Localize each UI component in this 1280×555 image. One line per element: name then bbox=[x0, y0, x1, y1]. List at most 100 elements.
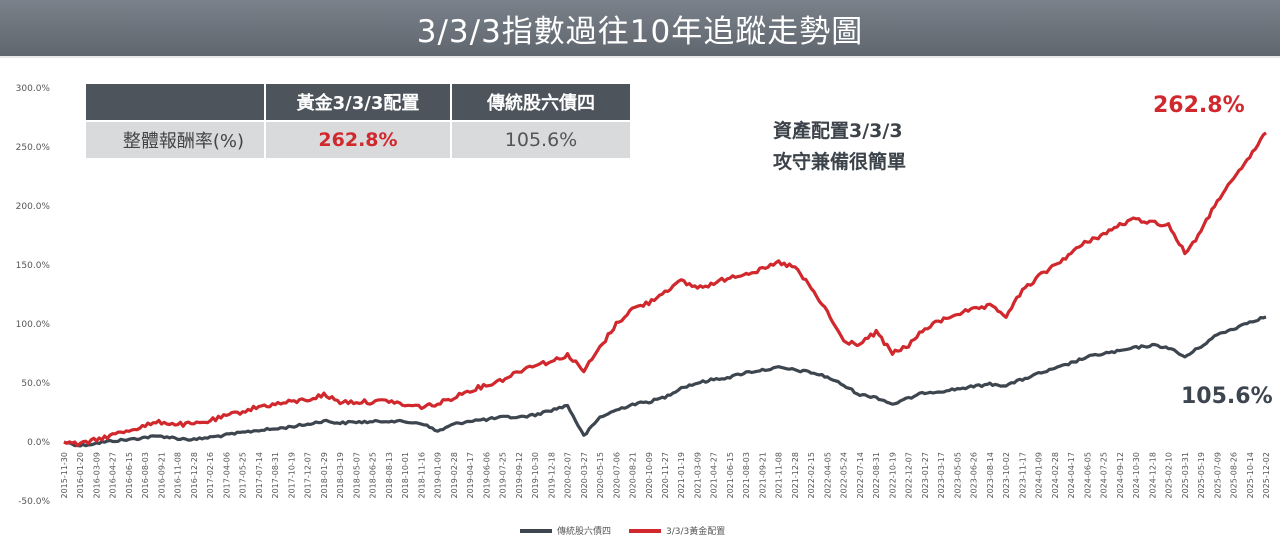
annotation-line2: 攻守兼備很簡單 bbox=[773, 151, 907, 173]
table-row: 整體報酬率(%) 262.8% 105.6% bbox=[84, 120, 632, 160]
x-tick-label: 2021-04-27 bbox=[710, 452, 719, 499]
x-tick-label: 2024-06-05 bbox=[1083, 452, 1092, 499]
x-tick-label: 2019-04-17 bbox=[466, 452, 475, 499]
x-tick-label: 2019-12-18 bbox=[547, 452, 556, 499]
end-label-trad: 105.6% bbox=[1181, 384, 1273, 409]
x-tick-label: 2017-12-07 bbox=[304, 452, 313, 499]
y-tick-label: 250.0% bbox=[16, 143, 51, 153]
legend-swatch-trad bbox=[520, 528, 552, 533]
x-tick-label: 2023-01-27 bbox=[921, 452, 930, 499]
x-tick-label: 2018-11-16 bbox=[417, 452, 426, 499]
x-tick-label: 2024-04-17 bbox=[1067, 452, 1076, 499]
x-tick-label: 2024-07-25 bbox=[1100, 452, 1109, 499]
x-tick-label: 2015-11-30 bbox=[60, 452, 69, 499]
x-tick-label: 2019-07-25 bbox=[499, 452, 508, 499]
summary-table: 黃金3/3/3配置 傳統股六債四 整體報酬率(%) 262.8% 105.6% bbox=[84, 82, 632, 160]
legend-swatch-gold bbox=[629, 528, 662, 533]
x-tick-label: 2023-05-05 bbox=[953, 452, 962, 499]
x-tick-label: 2025-02-10 bbox=[1165, 452, 1174, 499]
x-tick-label: 2023-11-17 bbox=[1018, 452, 1027, 499]
series-lines bbox=[63, 131, 1267, 448]
x-tick-label: 2022-04-05 bbox=[823, 452, 832, 499]
table-header-trad: 傳統股六債四 bbox=[450, 82, 632, 122]
x-tick-label: 2016-12-28 bbox=[190, 452, 199, 499]
x-tick-label: 2024-02-28 bbox=[1051, 452, 1060, 499]
legend-item-gold: 3/3/3黃金配置 bbox=[629, 524, 725, 537]
x-tick-label: 2022-08-31 bbox=[872, 452, 881, 499]
x-tick-label: 2021-06-15 bbox=[726, 452, 735, 499]
x-tick-label: 2023-06-26 bbox=[970, 452, 979, 499]
table-gold-value: 262.8% bbox=[264, 120, 452, 160]
x-tick-label: 2018-10-01 bbox=[401, 452, 410, 499]
x-tick-label: 2016-09-21 bbox=[157, 452, 166, 499]
end-label-gold: 262.8% bbox=[1153, 93, 1245, 118]
x-tick-label: 2018-06-25 bbox=[369, 452, 378, 499]
x-tick-label: 2022-12-07 bbox=[905, 452, 914, 499]
x-tick-label: 2025-10-14 bbox=[1246, 452, 1255, 499]
x-tick-label: 2021-09-21 bbox=[758, 452, 767, 499]
x-tick-label: 2021-11-08 bbox=[775, 452, 784, 499]
x-tick-label: 2024-12-18 bbox=[1148, 452, 1157, 499]
x-tick-label: 2017-10-19 bbox=[287, 452, 296, 499]
x-tick-label: 2019-06-06 bbox=[482, 452, 491, 499]
x-tick-label: 2016-06-15 bbox=[125, 452, 134, 499]
x-tick-label: 2017-04-06 bbox=[222, 452, 231, 499]
x-tick-label: 2023-03-17 bbox=[937, 452, 946, 499]
x-tick-label: 2018-03-19 bbox=[336, 452, 345, 499]
x-tick-label: 2019-02-28 bbox=[450, 452, 459, 499]
x-tick-label: 2018-08-13 bbox=[385, 452, 394, 499]
title-bar: 3/3/3指數過往10年追蹤走勢圖 bbox=[0, 0, 1280, 58]
x-tick-label: 2020-03-27 bbox=[580, 452, 589, 499]
x-tick-label: 2020-07-06 bbox=[612, 452, 621, 499]
x-tick-label: 2020-05-15 bbox=[596, 452, 605, 499]
x-tick-label: 2025-07-09 bbox=[1213, 452, 1222, 499]
x-tick-label: 2019-10-30 bbox=[531, 452, 540, 499]
annotation: 資產配置3/3/3 攻守兼備很簡單 bbox=[773, 116, 906, 178]
x-tick-label: 2021-08-03 bbox=[742, 452, 751, 499]
x-tick-label: 2021-01-19 bbox=[677, 452, 686, 499]
table-header-blank bbox=[84, 82, 266, 122]
table-trad-value: 105.6% bbox=[450, 120, 632, 160]
table-row-label: 整體報酬率(%) bbox=[84, 120, 266, 160]
x-tick-label: 2023-10-02 bbox=[1002, 452, 1011, 499]
x-tick-label: 2017-02-16 bbox=[206, 452, 215, 499]
x-tick-label: 2022-10-19 bbox=[888, 452, 897, 499]
x-tick-label: 2020-11-27 bbox=[661, 452, 670, 499]
x-tick-label: 2024-09-12 bbox=[1116, 452, 1125, 499]
x-tick-label: 2025-03-31 bbox=[1181, 452, 1190, 499]
legend: 傳統股六債四 3/3/3黃金配置 bbox=[520, 524, 743, 537]
x-tick-label: 2018-01-29 bbox=[320, 452, 329, 499]
legend-item-trad: 傳統股六債四 bbox=[520, 524, 611, 537]
annotation-line1: 資產配置3/3/3 bbox=[773, 120, 903, 142]
legend-label-trad: 傳統股六債四 bbox=[557, 527, 612, 537]
y-tick-label: 300.0% bbox=[16, 84, 51, 94]
x-tick-label: 2020-02-07 bbox=[564, 452, 573, 499]
x-tick-label: 2022-07-14 bbox=[856, 452, 865, 499]
y-tick-label: 100.0% bbox=[16, 320, 51, 330]
table-header-gold: 黃金3/3/3配置 bbox=[264, 82, 452, 122]
x-tick-label: 2022-02-15 bbox=[807, 452, 816, 499]
series-line-gold bbox=[63, 131, 1267, 448]
x-tick-label: 2016-11-08 bbox=[174, 452, 183, 499]
x-tick-label: 2016-01-20 bbox=[76, 452, 85, 499]
x-tick-label: 2020-08-21 bbox=[629, 452, 638, 499]
x-tick-label: 2019-09-12 bbox=[515, 452, 524, 499]
series-line-trad bbox=[63, 315, 1267, 448]
x-tick-label: 2017-08-31 bbox=[271, 452, 280, 499]
y-tick-label: 0.0% bbox=[27, 438, 50, 448]
x-tick-label: 2025-05-19 bbox=[1197, 452, 1206, 499]
y-tick-label: 50.0% bbox=[21, 379, 50, 389]
x-tick-label: 2016-03-09 bbox=[92, 452, 101, 499]
y-tick-label: 200.0% bbox=[16, 202, 51, 212]
x-tick-label: 2022-05-24 bbox=[840, 452, 849, 499]
x-tick-label: 2024-10-30 bbox=[1132, 452, 1141, 499]
y-tick-label: 150.0% bbox=[16, 261, 51, 271]
x-axis: 2015-11-30 2016-01-20 2016-03-09 2016-04-27… bbox=[60, 452, 1271, 499]
y-axis: 300.0% 250.0% 200.0% 150.0% 100.0% 50.0% 0.0% -… bbox=[16, 84, 51, 507]
x-tick-label: 2023-08-14 bbox=[986, 452, 995, 499]
x-tick-label: 2017-07-14 bbox=[255, 452, 264, 499]
x-tick-label: 2021-03-09 bbox=[693, 452, 702, 499]
y-tick-label: -50.0% bbox=[18, 497, 50, 507]
x-tick-label: 2018-05-07 bbox=[352, 452, 361, 499]
